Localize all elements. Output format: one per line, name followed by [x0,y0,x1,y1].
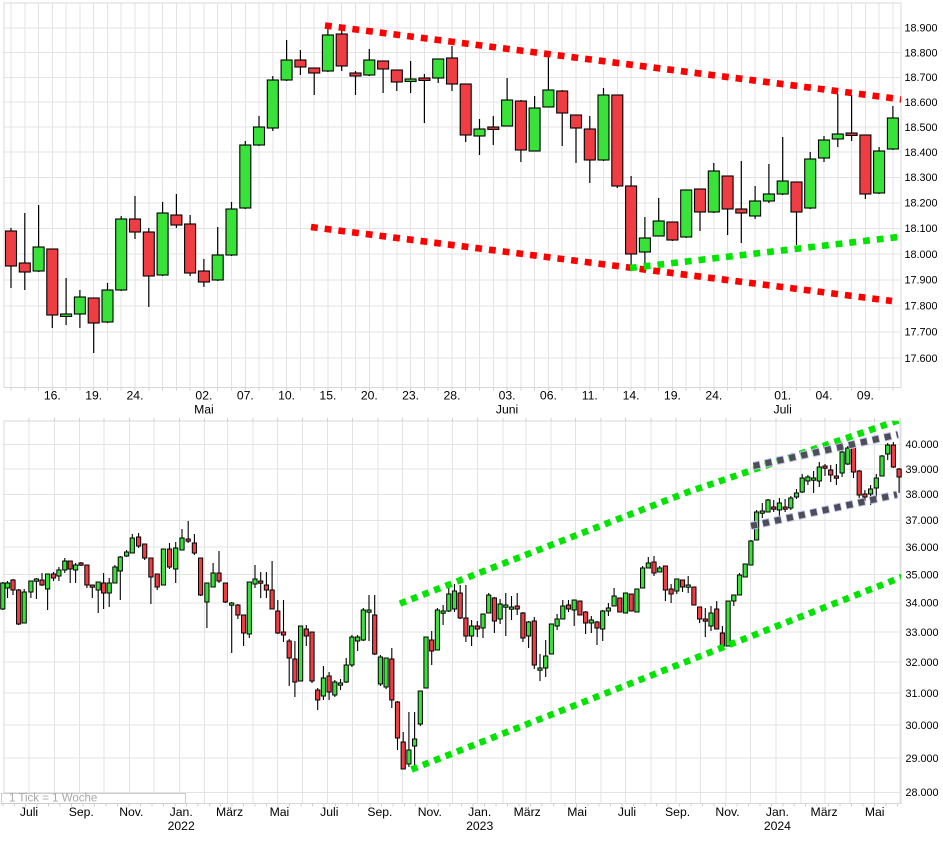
svg-text:Juli: Juli [774,403,792,417]
svg-text:18.900: 18.900 [905,23,938,35]
svg-text:30.000: 30.000 [906,720,939,732]
svg-text:Nov.: Nov. [418,805,442,819]
svg-text:Jan.: Jan. [468,805,491,819]
svg-text:Mai: Mai [865,805,885,819]
svg-text:24.: 24. [127,389,144,403]
svg-text:März: März [216,805,243,819]
svg-text:39.000: 39.000 [906,464,939,476]
svg-text:Juli: Juli [320,805,338,819]
svg-text:2024: 2024 [764,819,791,833]
svg-text:Mai: Mai [194,403,214,417]
svg-text:17.800: 17.800 [905,301,938,313]
svg-text:Juli: Juli [618,805,636,819]
svg-text:19.: 19. [664,389,681,403]
svg-text:18.000: 18.000 [905,249,938,261]
svg-text:20.: 20. [361,389,378,403]
svg-text:Sep.: Sep. [665,805,690,819]
svg-text:Nov.: Nov. [715,805,739,819]
svg-text:18.300: 18.300 [905,172,938,184]
svg-text:35.000: 35.000 [906,569,939,581]
svg-text:1 Tick = 1 Woche: 1 Tick = 1 Woche [9,793,97,805]
svg-text:18.700: 18.700 [905,72,938,84]
svg-text:Jan.: Jan. [766,805,789,819]
svg-text:24.: 24. [705,389,722,403]
svg-text:34.000: 34.000 [906,598,939,610]
svg-text:15.: 15. [319,389,336,403]
svg-text:07.: 07. [237,389,254,403]
svg-text:Jan.: Jan. [170,805,193,819]
svg-text:18.100: 18.100 [905,223,938,235]
svg-text:Sep.: Sep. [69,805,94,819]
svg-text:23.: 23. [402,389,419,403]
svg-text:32.000: 32.000 [906,657,939,669]
svg-text:18.800: 18.800 [905,47,938,59]
svg-text:17.600: 17.600 [905,353,938,365]
svg-text:2023: 2023 [466,819,493,833]
svg-text:28.000: 28.000 [906,787,939,799]
svg-text:40.000: 40.000 [906,439,939,451]
svg-text:17.700: 17.700 [905,327,938,339]
svg-text:38.000: 38.000 [906,489,939,501]
svg-text:37.000: 37.000 [906,515,939,527]
svg-text:02.: 02. [195,389,212,403]
svg-text:18.600: 18.600 [905,97,938,109]
svg-text:Nov.: Nov. [119,805,143,819]
svg-text:04.: 04. [816,389,833,403]
svg-text:Juni: Juni [496,403,518,417]
svg-text:28.: 28. [444,389,461,403]
svg-text:Juli: Juli [20,805,38,819]
svg-text:06.: 06. [540,389,557,403]
svg-text:März: März [811,805,838,819]
svg-text:14.: 14. [623,389,640,403]
svg-text:16.: 16. [44,389,61,403]
svg-text:31.000: 31.000 [906,688,939,700]
svg-text:33.000: 33.000 [906,627,939,639]
svg-text:18.200: 18.200 [905,198,938,210]
svg-text:Mai: Mai [270,805,290,819]
svg-text:09.: 09. [857,389,874,403]
svg-text:17.900: 17.900 [905,275,938,287]
svg-text:18.400: 18.400 [905,147,938,159]
svg-text:10.: 10. [278,389,295,403]
svg-text:29.000: 29.000 [906,753,939,765]
svg-text:18.500: 18.500 [905,122,938,134]
svg-text:März: März [514,805,541,819]
svg-text:19.: 19. [85,389,102,403]
svg-text:01.: 01. [774,389,791,403]
svg-text:Mai: Mai [567,805,587,819]
svg-text:Sep.: Sep. [367,805,392,819]
svg-text:03.: 03. [499,389,516,403]
svg-text:36.000: 36.000 [906,542,939,554]
svg-text:11.: 11. [582,389,598,403]
svg-text:2022: 2022 [168,819,195,833]
